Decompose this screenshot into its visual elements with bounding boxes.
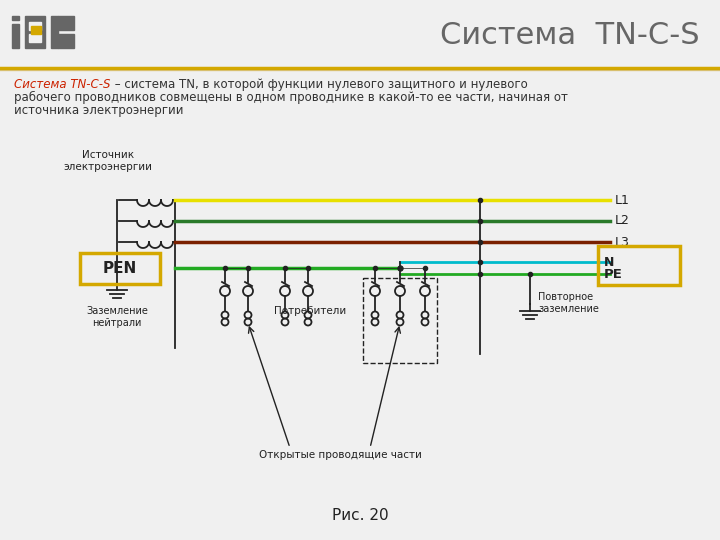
Text: Потребители: Потребители <box>274 306 346 316</box>
Text: PE: PE <box>604 267 623 280</box>
Bar <box>51 16 58 48</box>
Text: Система TN-C-S: Система TN-C-S <box>14 78 110 91</box>
Bar <box>80 253 160 284</box>
Text: PEN: PEN <box>103 261 137 276</box>
Text: N: N <box>604 255 614 268</box>
Text: Источник
электроэнергии: Источник электроэнергии <box>63 150 153 172</box>
Bar <box>58 34 74 48</box>
Text: Рис. 20: Рис. 20 <box>332 508 388 523</box>
Bar <box>58 16 74 30</box>
Text: Система  TN-C-S: Система TN-C-S <box>441 22 700 51</box>
Text: источника электроэнергии: источника электроэнергии <box>14 104 184 117</box>
Text: L1: L1 <box>615 193 630 206</box>
Text: – система TN, в которой функции нулевого защитного и нулевого: – система TN, в которой функции нулевого… <box>111 78 528 91</box>
Text: Заземление
нейтрали: Заземление нейтрали <box>86 306 148 328</box>
Text: L2: L2 <box>615 214 630 227</box>
Bar <box>12 24 19 48</box>
Bar <box>29 34 41 42</box>
Text: L3: L3 <box>615 235 630 248</box>
Bar <box>29 22 41 30</box>
Bar <box>363 278 437 363</box>
Text: Повторное
заземление: Повторное заземление <box>538 292 599 314</box>
Text: рабочего проводников совмещены в одном проводнике в какой-то ее части, начиная о: рабочего проводников совмещены в одном п… <box>14 91 568 104</box>
Bar <box>25 16 45 48</box>
Text: Открытые проводящие части: Открытые проводящие части <box>258 450 421 460</box>
Bar <box>31 26 41 34</box>
Bar <box>12 16 19 20</box>
Bar <box>598 246 680 285</box>
